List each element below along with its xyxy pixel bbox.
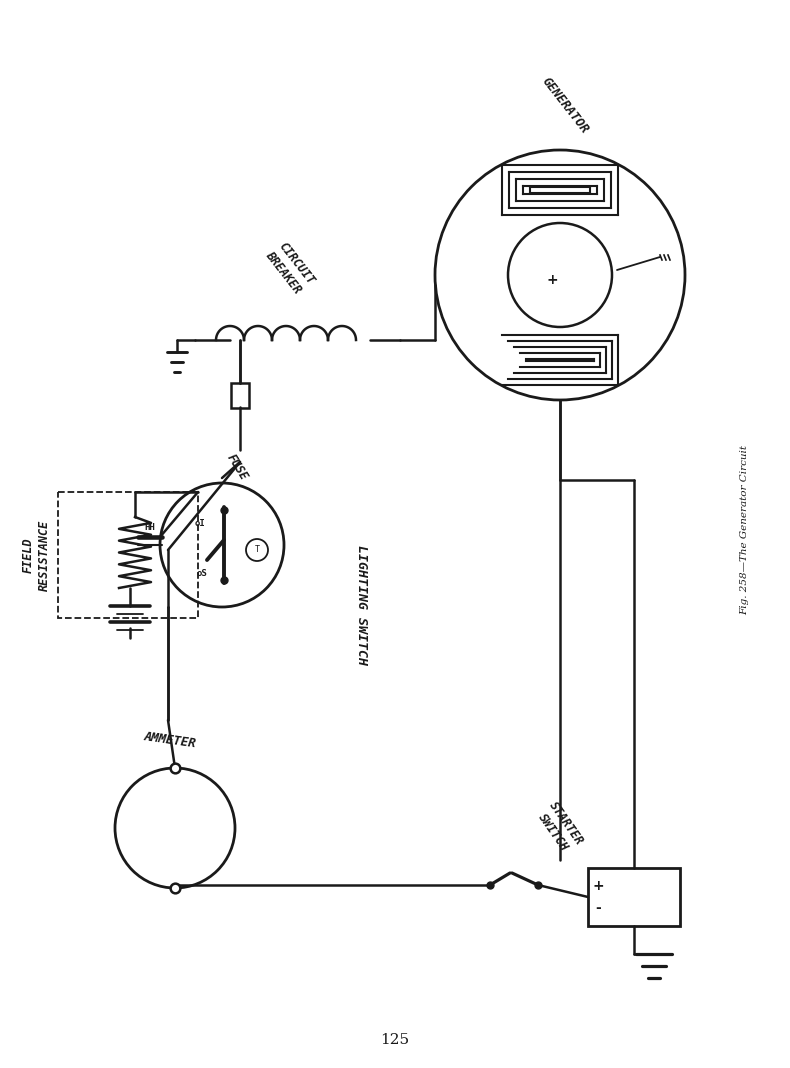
Text: -: - [595,901,601,915]
Text: CIRCUIT
BREAKER: CIRCUIT BREAKER [263,239,317,297]
Text: +: + [546,273,558,287]
Text: oS: oS [197,568,207,578]
Text: AMMETER: AMMETER [143,729,197,750]
Bar [58,492,198,618]
Bar [588,868,680,926]
Circle shape [246,539,268,561]
Text: +: + [592,879,604,893]
Text: oI: oI [194,518,205,528]
Text: Fig. 258—The Generator Circuit: Fig. 258—The Generator Circuit [740,445,750,615]
Text: HH: HH [145,522,156,532]
Bar [231,383,249,408]
Text: T: T [254,546,259,554]
Text: FUSE: FUSE [224,452,250,483]
Text: GENERATOR: GENERATOR [539,75,591,136]
Text: 125: 125 [381,1033,409,1047]
Text: STARTER
SWITCH: STARTER SWITCH [534,799,586,857]
Text: FIELD
RESISTANCE: FIELD RESISTANCE [21,519,51,591]
Text: LIGHTING SWITCH: LIGHTING SWITCH [356,545,368,665]
